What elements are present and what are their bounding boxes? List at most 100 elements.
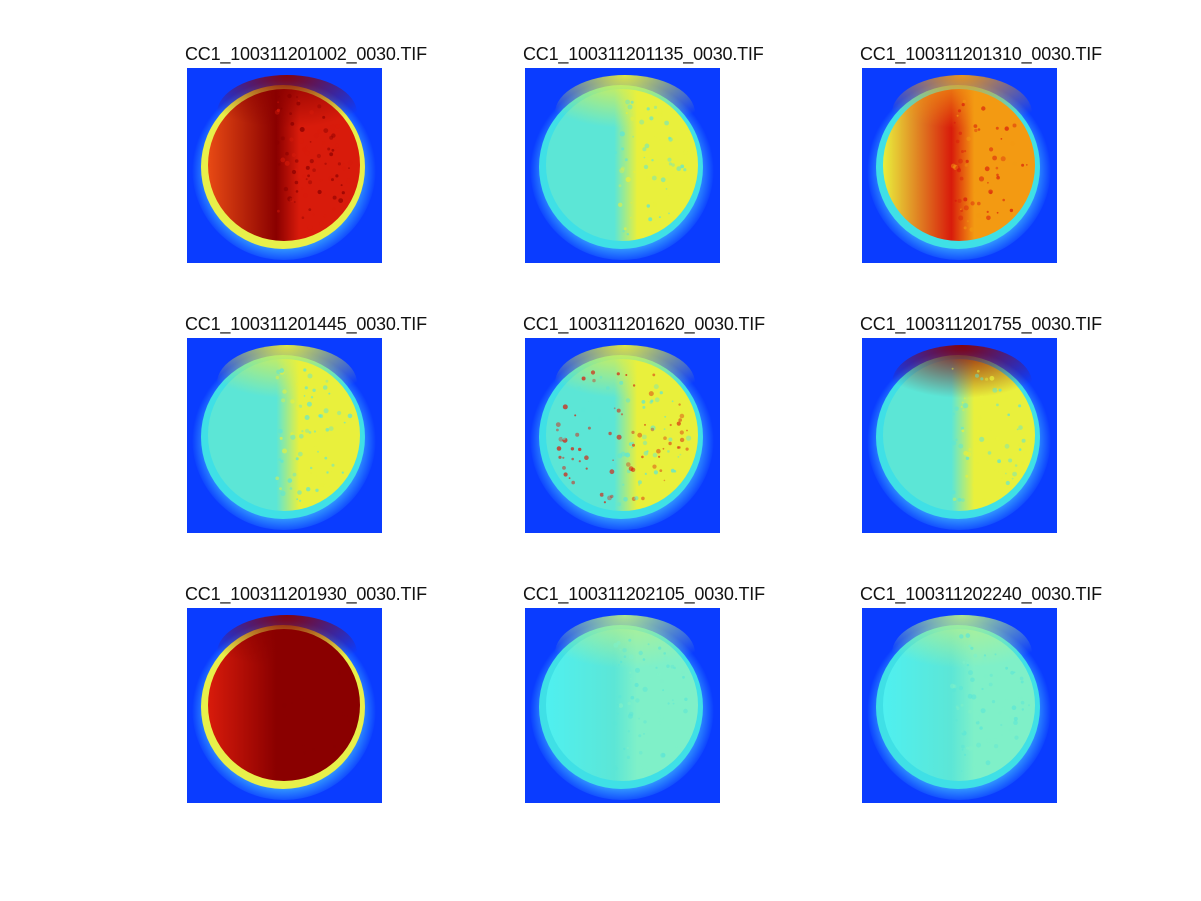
image-speckle bbox=[992, 107, 996, 111]
image-speckle bbox=[976, 224, 981, 229]
image-speckle bbox=[290, 122, 295, 126]
image-speckle bbox=[320, 689, 324, 693]
image-speckle bbox=[951, 490, 956, 495]
image-speckle bbox=[1005, 666, 1008, 670]
image-speckle bbox=[648, 391, 654, 397]
image-speckle bbox=[323, 128, 329, 133]
image-speckle bbox=[996, 403, 999, 407]
image-speckle bbox=[274, 140, 280, 145]
image-speckle bbox=[631, 430, 635, 434]
image-speckle bbox=[310, 396, 314, 399]
image-speckle bbox=[644, 472, 647, 475]
image-speckle bbox=[622, 483, 625, 486]
image-speckle bbox=[291, 701, 294, 704]
image-speckle bbox=[661, 211, 664, 214]
image-speckle bbox=[613, 407, 616, 410]
image-speckle bbox=[965, 456, 970, 460]
image-speckle bbox=[979, 726, 983, 730]
image-speckle bbox=[974, 97, 980, 103]
image-speckle bbox=[664, 415, 667, 418]
image-speckle bbox=[1002, 706, 1006, 710]
image-speckle bbox=[303, 368, 307, 372]
image-speckle bbox=[639, 119, 645, 125]
image-speckle bbox=[305, 444, 310, 449]
image-speckle bbox=[322, 115, 326, 119]
image-speckle bbox=[982, 498, 986, 502]
image-speckle bbox=[625, 398, 631, 403]
image-speckle bbox=[310, 466, 313, 470]
image-speckle bbox=[333, 684, 336, 686]
image-speckle bbox=[995, 126, 999, 130]
image-speckle bbox=[322, 385, 328, 390]
image-speckle bbox=[986, 446, 989, 450]
image-speckle bbox=[612, 765, 618, 770]
image-speckle bbox=[301, 187, 304, 190]
image-speckle bbox=[617, 704, 620, 707]
image-speckle bbox=[280, 657, 285, 662]
image-speckle bbox=[301, 216, 305, 219]
image-speckle bbox=[635, 667, 640, 673]
image-speckle bbox=[585, 467, 588, 470]
image-speckle bbox=[986, 215, 991, 221]
image-speckle bbox=[1018, 425, 1023, 430]
image-speckle bbox=[288, 732, 293, 737]
image-speckle bbox=[961, 498, 965, 502]
image-speckle bbox=[292, 472, 297, 477]
image-speckle bbox=[589, 404, 593, 407]
image-speckle bbox=[956, 114, 959, 117]
image-speckle bbox=[328, 426, 334, 431]
image-speckle bbox=[976, 742, 982, 748]
image-speckle bbox=[993, 744, 999, 749]
image-speckle bbox=[677, 456, 680, 458]
image-speckle bbox=[277, 101, 280, 104]
image-speckle bbox=[675, 745, 678, 748]
image-speckle bbox=[304, 750, 309, 756]
image-speckle bbox=[1018, 448, 1022, 451]
image-speckle bbox=[658, 110, 663, 114]
image-speckle bbox=[305, 145, 308, 149]
image-speckle bbox=[662, 689, 664, 692]
image-speckle bbox=[603, 501, 606, 504]
image-speckle bbox=[660, 142, 666, 148]
image-speckle bbox=[968, 709, 973, 714]
image-speckle bbox=[961, 748, 964, 751]
image-speckle bbox=[950, 683, 955, 689]
image-speckle bbox=[313, 750, 318, 755]
image-speckle bbox=[996, 173, 999, 177]
image-speckle bbox=[611, 416, 617, 421]
image-speckle bbox=[958, 685, 964, 691]
image-speckle bbox=[305, 428, 310, 433]
image-speckle bbox=[322, 668, 327, 674]
image-speckle bbox=[346, 714, 348, 717]
image-speckle bbox=[290, 434, 296, 440]
image-speckle bbox=[301, 430, 304, 433]
image-speckle bbox=[316, 153, 321, 159]
image-speckle bbox=[280, 772, 284, 777]
image-speckle bbox=[279, 436, 283, 440]
image-speckle bbox=[954, 500, 957, 503]
image-speckle bbox=[284, 764, 287, 767]
image-speckle bbox=[556, 446, 562, 451]
image-speckle bbox=[293, 201, 296, 203]
image-speckle bbox=[331, 178, 334, 182]
image-speckle bbox=[1014, 735, 1019, 740]
image-speckle bbox=[671, 400, 674, 403]
image-speckle bbox=[339, 665, 343, 669]
image-speckle bbox=[1017, 705, 1020, 708]
image-speckle bbox=[643, 720, 647, 724]
image-speckle bbox=[951, 163, 956, 169]
image-speckle bbox=[645, 176, 651, 181]
image-speckle bbox=[637, 480, 642, 485]
image-speckle bbox=[992, 196, 997, 201]
image-speckle bbox=[335, 174, 339, 178]
image-speckle bbox=[680, 670, 685, 675]
image-speckle bbox=[304, 150, 310, 156]
image-speckle bbox=[629, 711, 634, 717]
image-speckle bbox=[621, 147, 625, 151]
image-speckle bbox=[1013, 720, 1018, 725]
image-speckle bbox=[632, 443, 635, 447]
image-speckle bbox=[676, 166, 682, 172]
image-speckle bbox=[1022, 450, 1027, 455]
image-speckle bbox=[646, 107, 650, 111]
image-speckle bbox=[996, 175, 1000, 180]
